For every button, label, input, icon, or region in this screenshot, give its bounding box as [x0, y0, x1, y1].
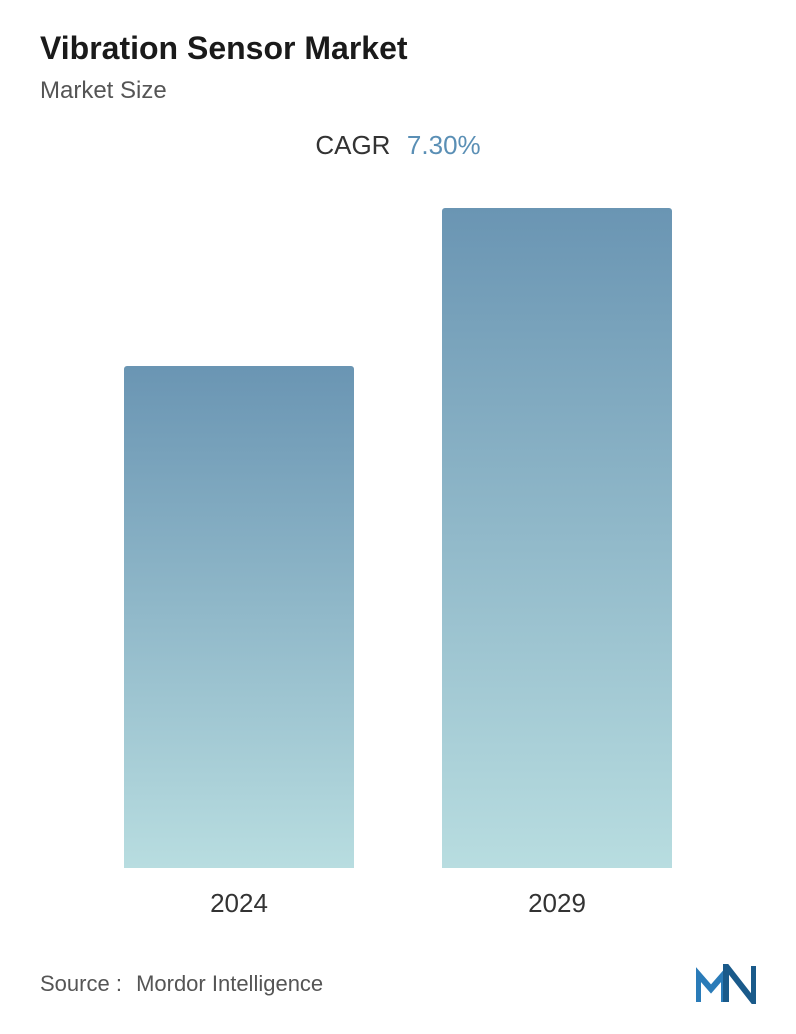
- source-name: Mordor Intelligence: [136, 971, 323, 996]
- source-label: Source :: [40, 971, 122, 996]
- bar-label-1: 2029: [528, 888, 586, 919]
- bar-0: [124, 366, 354, 868]
- chart-area: 2024 2029: [40, 201, 756, 939]
- mordor-logo-icon: [696, 964, 756, 1004]
- bar-1: [442, 208, 672, 868]
- cagr-label: CAGR: [315, 130, 390, 160]
- chart-subtitle: Market Size: [40, 77, 756, 105]
- chart-title: Vibration Sensor Market: [40, 30, 756, 67]
- cagr-row: CAGR 7.30%: [40, 130, 756, 161]
- bar-group-0: 2024: [124, 366, 354, 919]
- bar-group-1: 2029: [442, 208, 672, 919]
- source-text: Source : Mordor Intelligence: [40, 971, 323, 997]
- footer: Source : Mordor Intelligence: [40, 939, 756, 1004]
- chart-container: Vibration Sensor Market Market Size CAGR…: [0, 0, 796, 1034]
- cagr-value: 7.30%: [407, 130, 481, 160]
- bar-label-0: 2024: [210, 888, 268, 919]
